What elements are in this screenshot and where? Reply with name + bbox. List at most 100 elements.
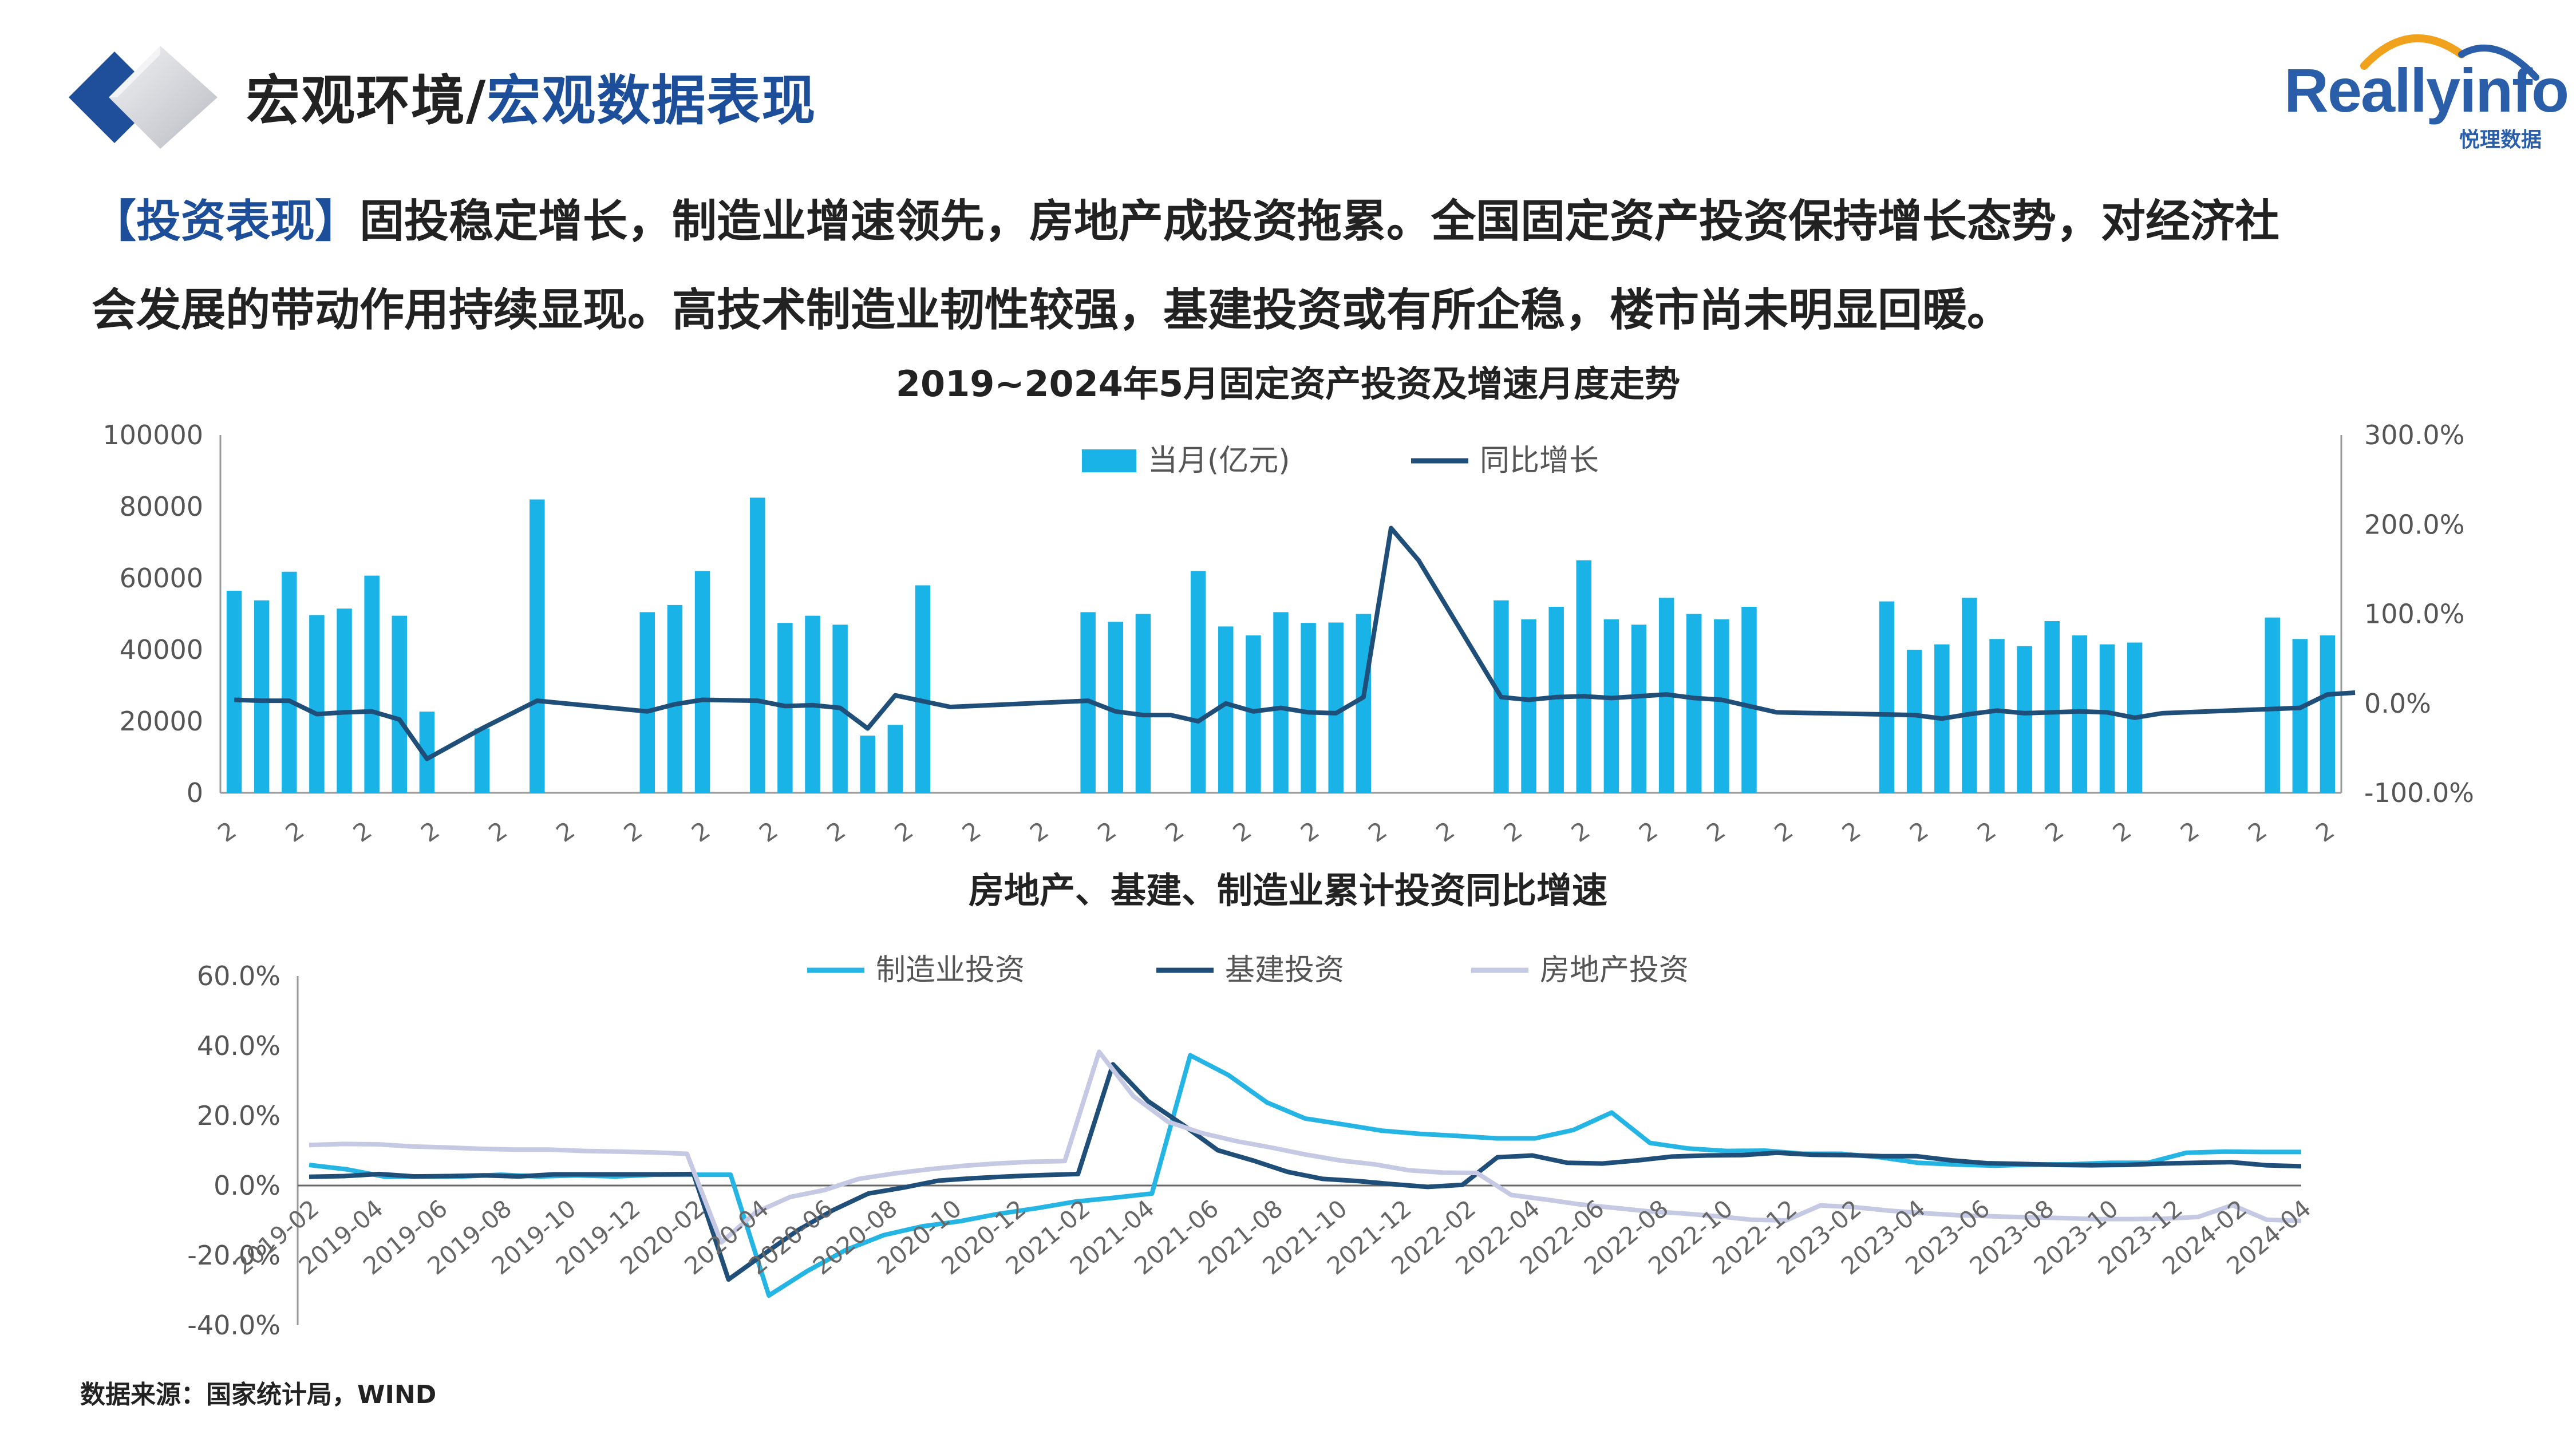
chart1-bar (2099, 644, 2115, 793)
chart1-bar (1218, 626, 1234, 793)
chart1-x-tick-label: 2 (416, 816, 444, 847)
chart1-x-tick-label: 2 (1702, 816, 1730, 847)
chart1-bar (694, 571, 710, 793)
chart1-bar (1190, 571, 1206, 793)
chart1-x-tick-label: 2 (2243, 816, 2271, 847)
chart1-bar (2265, 617, 2280, 793)
chart1-right-tick-label: 100.0% (2364, 599, 2464, 630)
summary-paragraph: 【投资表现】固投稳定增长，制造业增速领先，房地产成投资拖累。全国固定资产投资保持… (92, 177, 2496, 355)
chart1-x-tick-label: 2 (1905, 816, 1933, 847)
chart1-x-tick-label: 2 (1295, 816, 1324, 847)
chart1-x-tick-label: 2 (1837, 816, 1866, 847)
chart1-bar (282, 571, 297, 793)
chart1-bar (915, 585, 931, 793)
chart1-bar (337, 609, 352, 793)
chart1-x-tick-label: 2 (890, 816, 918, 847)
brand-name-cn: 悦理数据 (2459, 128, 2542, 152)
chart1-bar (226, 590, 242, 793)
chart1-x-tick-label: 2 (957, 816, 986, 847)
chart1-bar (474, 728, 490, 793)
summary-line-1: 固投稳定增长，制造业增速领先，房地产成投资拖累。全国固定资产投资保持增长态势，对… (359, 196, 2280, 247)
chart1-legend-line-label: 同比增长 (1480, 444, 1599, 478)
chart1-bar (392, 615, 407, 793)
chart1-bar (530, 499, 545, 793)
chart1-left-tick-label: 100000 (102, 420, 203, 451)
chart1-bar (639, 612, 655, 793)
chart2-y-tick-label: 20.0% (197, 1100, 280, 1131)
page-title: 宏观环境/宏观数据表现 (246, 70, 817, 132)
chart1-x-tick-label: 2 (686, 816, 715, 847)
chart2-y-tick-label: 0.0% (214, 1170, 280, 1201)
chart2-legend-label-3: 房地产投资 (1540, 953, 1689, 987)
chart1-bar (1631, 625, 1647, 793)
chart1-bar (2072, 635, 2088, 793)
chart2-legend-label-2: 基建投资 (1225, 953, 1344, 987)
chart1-x-tick-label: 2 (2175, 816, 2204, 847)
chart1-bar (1301, 623, 1316, 793)
chart1-x-tick-label: 2 (213, 816, 242, 847)
chart1-right-tick-label: -100.0% (2364, 777, 2474, 808)
chart1-x-tick-label: 2 (1228, 816, 1257, 847)
chart1-bar (1989, 639, 2005, 793)
brand-arc-icon (2360, 34, 2539, 81)
chart1-right-tick-label: 300.0% (2364, 420, 2464, 451)
chart2-series-line-2 (309, 1062, 2302, 1282)
chart1-bar (1135, 614, 1151, 793)
chart1-x-tick-label: 2 (348, 816, 377, 847)
chart1-bar (2044, 621, 2060, 793)
chart1-x-tick-label: 2 (619, 816, 647, 847)
chart1-right-tick-label: 200.0% (2364, 509, 2464, 540)
chart1-left-tick-label: 60000 (120, 563, 203, 594)
section-diamond-icon (69, 46, 218, 149)
chart1-x-tick-label: 2 (2108, 816, 2136, 847)
chart1-bar (1273, 612, 1289, 793)
chart1-bar (667, 605, 683, 793)
chart1-x-tick-label: 2 (2040, 816, 2069, 847)
chart1-legend-bar-label: 当月(亿元) (1148, 444, 1290, 478)
chart1-x-tick-label: 2 (1025, 816, 1053, 847)
chart1-x-tick-label: 2 (1431, 816, 1460, 847)
chart1-x-tick-label: 2 (754, 816, 783, 847)
chart1-x-tick-label: 2 (1634, 816, 1662, 847)
chart1-legend-bar-swatch (1082, 449, 1136, 472)
chart1-x-tick-label: 2 (1364, 816, 1392, 847)
brand-logo: Reallyinfo 悦理数据 (2267, 23, 2569, 152)
chart1-x-tick-label: 2 (1499, 816, 1527, 847)
chart1-x-tick-label: 2 (1566, 816, 1595, 847)
chart1-bar (1521, 619, 1536, 793)
chart2-y-tick-label: 40.0% (197, 1030, 280, 1061)
chart1-x-tick-label: 2 (1093, 816, 1121, 847)
chart1-bar (887, 725, 903, 793)
chart2-y-tick-label: -40.0% (187, 1310, 280, 1341)
chart1-right-tick-label: 0.0% (2364, 688, 2431, 719)
chart1-bar (1686, 614, 1702, 793)
chart2-legend-label-1: 制造业投资 (876, 953, 1025, 987)
chart1-x-tick-label: 2 (1973, 816, 2001, 847)
chart1-left-tick-label: 20000 (120, 706, 203, 737)
chart1-x-tick-label: 2 (822, 816, 851, 847)
chart1-bar (2017, 646, 2032, 793)
chart1-bar (1603, 619, 1619, 793)
chart1-bar (364, 575, 380, 793)
chart1-x-tick-label: 2 (2311, 816, 2340, 847)
chart2-title: 房地产、基建、制造业累计投资同比增速 (968, 870, 1607, 911)
chart1-left-tick-label: 80000 (120, 491, 203, 522)
chart1-bar (1714, 619, 1729, 793)
chart2-y-tick-label: -20.0% (187, 1240, 280, 1271)
chart2-sector-investment-growth: -40.0%-20.0%0.0%20.0%40.0%60.0%2019-0220… (187, 953, 2316, 1341)
data-source: 数据来源：国家统计局，WIND (80, 1380, 437, 1409)
chart1-x-tick-label: 2 (484, 816, 512, 847)
chart1-x-tick-label: 2 (1160, 816, 1189, 847)
chart1-x-tick-label: 2 (551, 816, 580, 847)
chart1-bar (1356, 614, 1372, 793)
summary-tag: 【投资表现】 (92, 196, 360, 247)
chart1-left-tick-label: 0 (187, 777, 203, 808)
chart1-bar (2292, 639, 2308, 793)
summary-line-2: 会发展的带动作用持续显现。高技术制造业韧性较强，基建投资或有所企稳，楼市尚未明显… (92, 285, 2012, 336)
chart1-bar (254, 600, 270, 793)
chart1-bar (1246, 635, 1261, 793)
chart1-bar (309, 615, 325, 793)
chart1-x-tick-label: 2 (1769, 816, 1798, 847)
chart1-bar (1906, 650, 1922, 793)
brand-name: Reallyinfo (2284, 56, 2569, 125)
